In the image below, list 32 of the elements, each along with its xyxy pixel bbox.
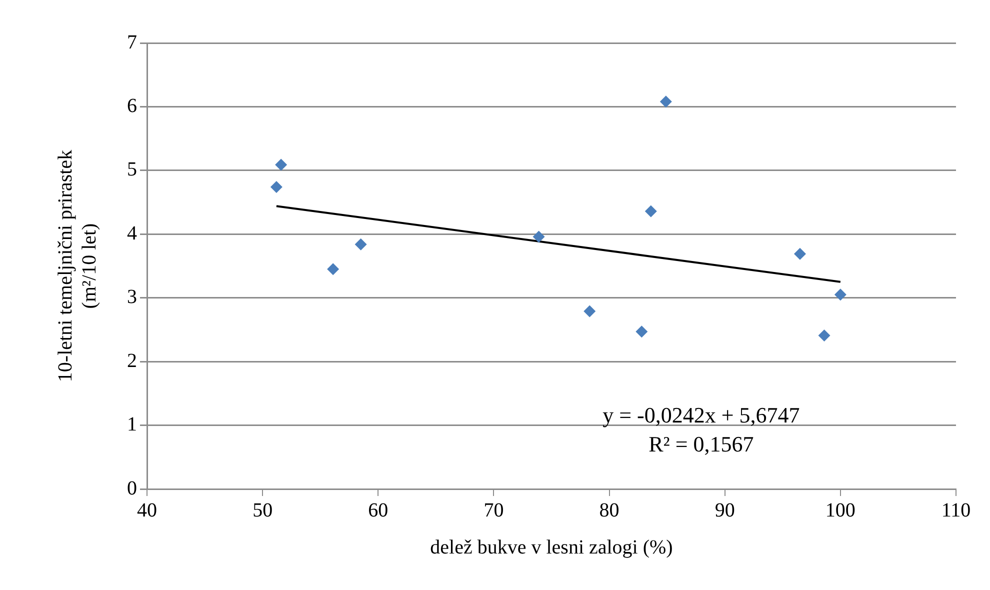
y-tick-label: 0 (127, 477, 137, 500)
point (327, 263, 340, 276)
point (275, 158, 288, 171)
annotation: R² = 0,1567 (648, 432, 754, 457)
y-axis-title: 10-letni temeljnični prirastek (m²/10 let) (54, 150, 100, 382)
point (818, 329, 830, 342)
x-tick-label: 60 (368, 499, 388, 522)
y-tick-label: 7 (127, 31, 137, 54)
point (794, 248, 806, 260)
y-tick-label: 5 (127, 158, 137, 181)
y-tick-label: 2 (127, 350, 137, 372)
y-tick-label: 4 (127, 222, 137, 244)
point (644, 205, 657, 218)
x-tick-label: 70 (484, 499, 504, 522)
point (354, 238, 367, 250)
x-tick-label: 80 (599, 499, 620, 522)
x-tick-label: 50 (252, 499, 273, 522)
x-axis-title: delež bukve v lesni zalogi (%) (430, 536, 673, 558)
point (532, 230, 545, 243)
point (660, 96, 672, 108)
y-tick-label: 1 (127, 414, 137, 436)
x-tick-label: 110 (941, 499, 971, 522)
point (636, 326, 648, 338)
point (834, 288, 846, 301)
annotation: y = -0,0242x + 5,6747 (602, 402, 800, 428)
y-tick-label: 3 (127, 286, 137, 308)
y-tick-label: 6 (127, 94, 137, 117)
x-tick-label: 90 (714, 499, 735, 522)
x-tick-label: 40 (137, 499, 157, 522)
point (584, 305, 596, 318)
point (270, 180, 282, 193)
x-tick-label: 100 (825, 499, 856, 522)
